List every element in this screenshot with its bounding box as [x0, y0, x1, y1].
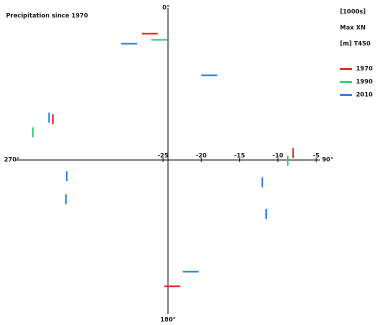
- x-tick-label: -5: [313, 153, 320, 160]
- note: [m] T450: [340, 41, 370, 48]
- direction-label: 180°: [160, 317, 176, 324]
- note: [1000s]: [340, 9, 366, 16]
- x-tick-label: -10: [272, 153, 283, 160]
- note: Max XN: [340, 25, 366, 32]
- direction-label: 0°: [162, 5, 169, 12]
- direction-label: 90°: [322, 157, 333, 164]
- direction-label: 270°: [4, 157, 20, 164]
- x-tick-label: -15: [234, 153, 245, 160]
- x-tick-label: -25: [158, 153, 169, 160]
- x-tick-label: -20: [196, 153, 207, 160]
- chart-title: Precipitation since 1970: [6, 13, 88, 20]
- legend-label: 1990: [356, 79, 373, 86]
- legend-label: 2010: [356, 92, 373, 99]
- legend-label: 1970: [356, 66, 373, 73]
